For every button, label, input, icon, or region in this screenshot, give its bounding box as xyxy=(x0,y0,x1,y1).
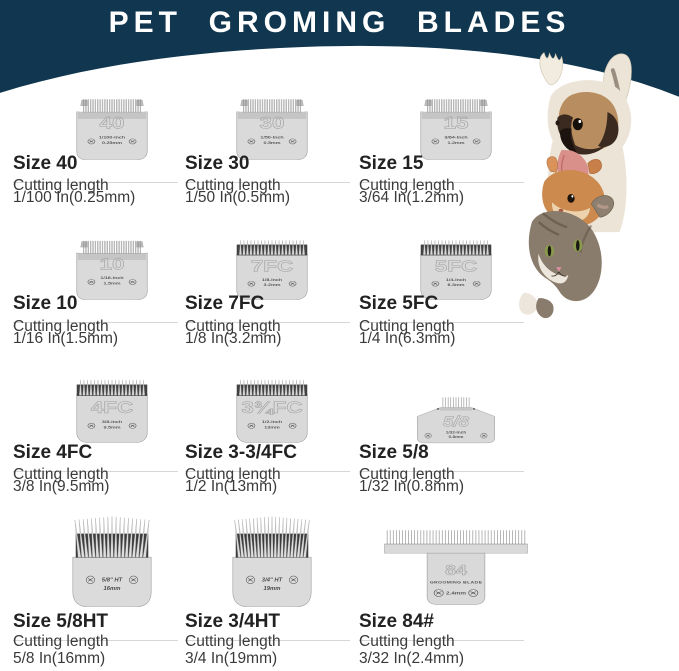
svg-text:5/8: 5/8 xyxy=(443,414,470,430)
svg-text:1/16-Inch: 1/16-Inch xyxy=(100,276,123,280)
svg-text:30: 30 xyxy=(259,114,284,132)
svg-text:3.2mm: 3.2mm xyxy=(263,283,280,287)
svg-text:1/8-Inch: 1/8-Inch xyxy=(262,278,282,282)
svg-text:19mm: 19mm xyxy=(264,586,281,592)
svg-text:13mm: 13mm xyxy=(264,425,280,430)
svg-text:3/8-Inch: 3/8-Inch xyxy=(102,419,122,424)
svg-text:0.5mm: 0.5mm xyxy=(263,141,280,145)
svg-text:4FC: 4FC xyxy=(91,399,134,418)
svg-text:5FC: 5FC xyxy=(435,258,478,276)
svg-text:GROOMING BLADE: GROOMING BLADE xyxy=(430,580,483,584)
svg-text:84: 84 xyxy=(445,561,467,578)
svg-text:0.25mm: 0.25mm xyxy=(102,141,122,145)
svg-text:9.5mm: 9.5mm xyxy=(103,425,120,430)
svg-text:15: 15 xyxy=(443,114,468,132)
svg-text:3¾FC: 3¾FC xyxy=(241,399,302,418)
svg-text:6.3mm: 6.3mm xyxy=(447,283,464,287)
svg-text:3/64-Inch: 3/64-Inch xyxy=(444,135,467,139)
svg-text:3/4" HT: 3/4" HT xyxy=(262,578,283,584)
svg-text:2.4mm: 2.4mm xyxy=(446,591,466,596)
svg-text:5/8" HT: 5/8" HT xyxy=(102,578,123,584)
svg-text:0.8mm: 0.8mm xyxy=(449,435,464,439)
svg-text:1/50-Inch: 1/50-Inch xyxy=(260,135,283,139)
svg-text:1/2-Inch: 1/2-Inch xyxy=(262,419,282,424)
svg-text:1/32-Inch: 1/32-Inch xyxy=(446,430,467,434)
svg-text:1/100-Inch: 1/100-Inch xyxy=(99,135,125,139)
svg-text:1.2mm: 1.2mm xyxy=(447,141,464,145)
svg-text:1.5mm: 1.5mm xyxy=(103,281,120,285)
svg-text:10: 10 xyxy=(99,255,124,273)
svg-text:40: 40 xyxy=(99,114,124,132)
svg-text:7FC: 7FC xyxy=(251,258,294,276)
svg-text:16mm: 16mm xyxy=(104,586,121,592)
svg-text:1/4-Inch: 1/4-Inch xyxy=(446,278,466,282)
